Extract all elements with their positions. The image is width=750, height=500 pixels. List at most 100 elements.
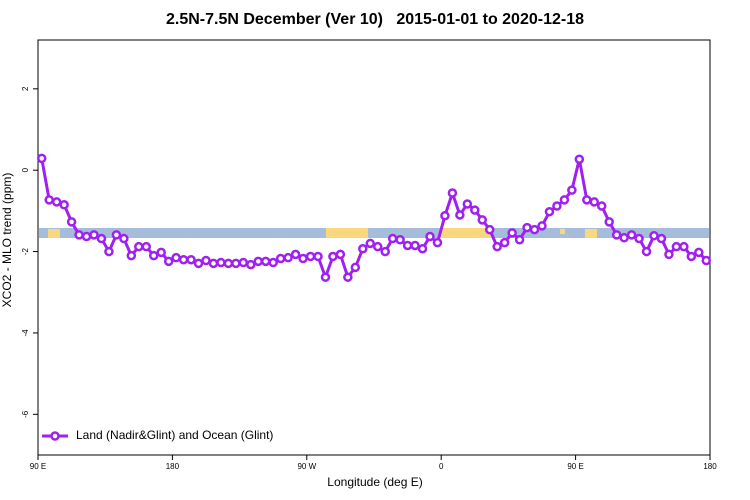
data-point [395,235,405,245]
data-point [611,230,622,240]
data-point [246,259,256,270]
x-axis-label: Longitude (deg E) [327,475,422,489]
data-point [335,249,346,260]
y-tick-label: -2 [21,247,30,255]
x-tick-label: 180 [703,462,717,471]
chart-title: 2.5N-7.5N December (Ver 10) 2015-01-01 t… [166,11,584,28]
data-point [343,272,353,282]
data-point [596,201,607,211]
ocean-strip [39,228,709,238]
data-point [402,240,413,251]
data-point [208,258,219,269]
data-point [81,231,92,242]
data-point [253,256,264,267]
data-point [313,251,323,262]
data-point [238,257,249,268]
data-point [589,197,600,207]
data-point [305,251,316,262]
data-point [425,231,435,242]
data-point [387,233,398,244]
data-point [499,237,510,248]
data-point [283,252,293,263]
data-point [470,205,480,215]
data-point [626,230,637,240]
data-point [171,252,181,263]
data-point [134,241,144,252]
data-point [514,235,525,245]
land-patch [560,229,565,234]
data-point [664,249,674,260]
data-point [701,255,712,266]
data-point [694,247,704,258]
data-point [484,224,495,235]
data-point [604,217,614,227]
data-point [178,254,189,265]
x-tick-label: 90 E [567,462,583,471]
x-tick-label: 180 [166,462,180,471]
data-point [529,224,540,235]
data-point [59,200,69,210]
data-point [290,249,301,260]
data-point [141,241,152,252]
data-point [559,195,570,205]
data-point [36,153,47,164]
data-point [574,154,585,164]
data-point [216,257,226,268]
data-point [537,221,547,231]
legend-label: Land (Nadir&Glint) and Ocean (Glint) [76,428,273,442]
data-point [552,201,562,211]
data-point [201,255,211,266]
data-point [111,230,122,240]
data-point [44,195,54,205]
data-point [641,246,652,257]
data-point [119,233,129,244]
data-point [186,254,196,265]
land-patch [326,228,368,238]
y-tick-label: -4 [21,329,30,337]
x-tick-label: 90 W [297,462,316,471]
series-line [40,158,708,282]
data-point [410,240,420,251]
data-point [320,272,331,282]
data-point [619,232,629,243]
data-point [365,238,376,249]
data-point [231,258,241,269]
data-point [634,233,644,244]
data-point [74,230,84,240]
data-point [582,195,592,205]
data-point [66,217,77,227]
y-tick-label: -6 [21,410,30,418]
data-point [358,243,368,254]
data-point [89,230,99,240]
data-point [156,247,166,258]
y-axis-label: XCO2 - MLO trend (ppm) [0,173,14,308]
data-point [649,230,659,241]
y-tick-label: 0 [21,167,30,172]
data-point [298,253,308,264]
data-point [522,222,532,233]
legend-marker [50,431,60,441]
data-point [372,241,383,252]
data-point [275,253,286,264]
data-point [462,199,473,209]
data-point [477,215,488,225]
data-point [656,233,667,244]
data-point [492,241,502,252]
land-patch [440,228,492,238]
y-tick-label: 2 [21,86,30,91]
data-point [104,246,114,257]
data-point [96,233,107,244]
data-point [328,251,338,262]
land-ocean-strip [39,228,709,238]
data-point [447,188,458,198]
land-patch [48,229,60,238]
x-tick-label: 0 [439,462,444,471]
data-point [671,241,682,252]
data-point [440,211,450,221]
data-point [350,262,361,273]
data-point [126,250,137,261]
data-point [679,241,689,252]
data-point [163,256,174,267]
data-point [507,228,517,238]
